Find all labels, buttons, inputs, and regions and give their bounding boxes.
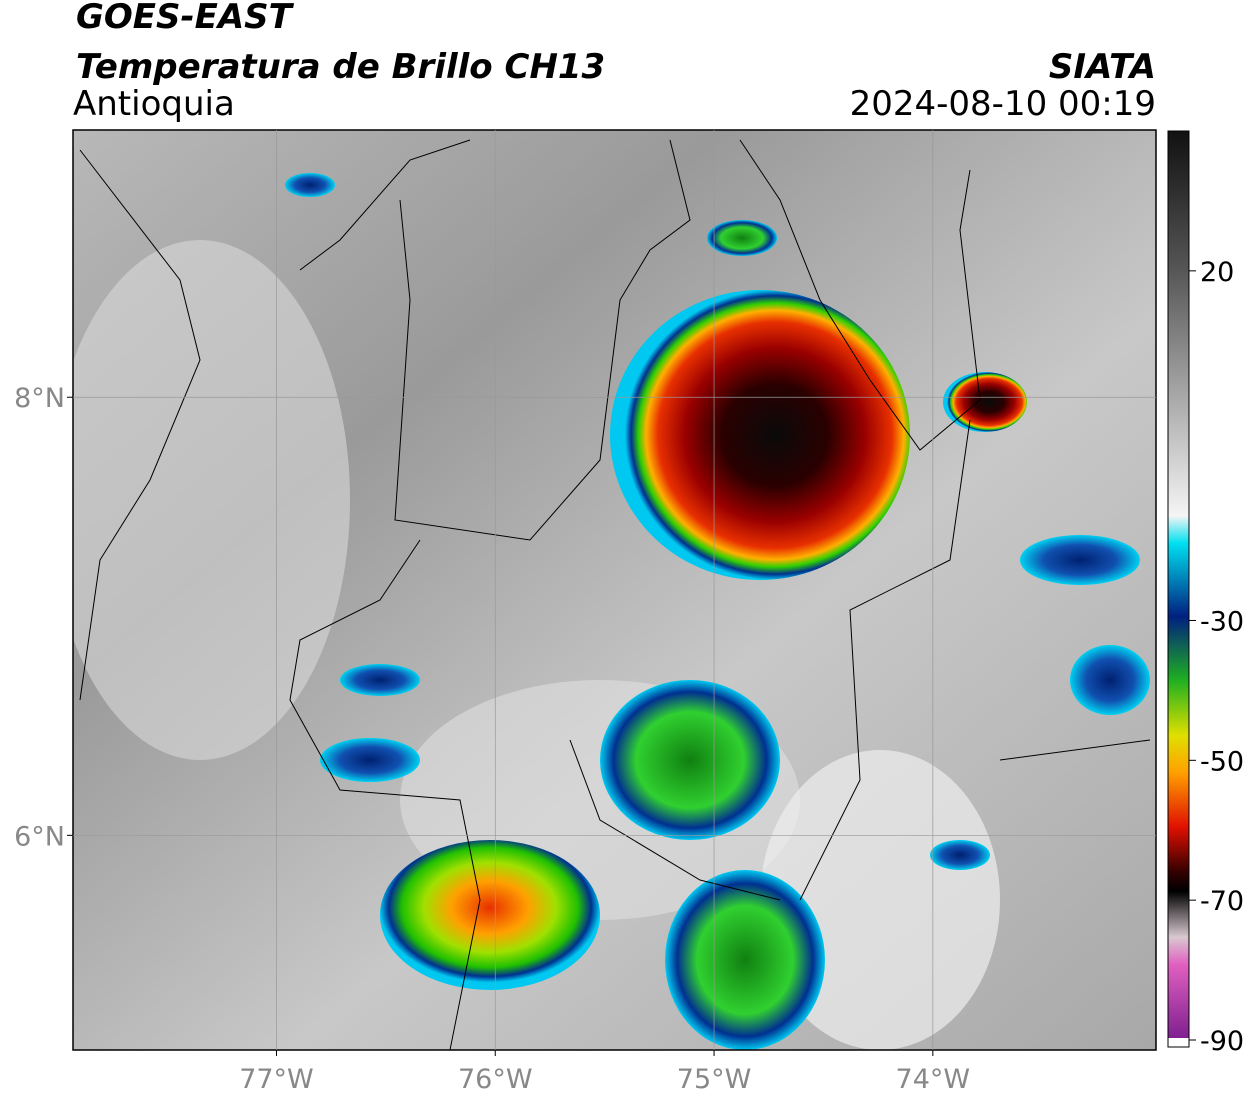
satellite-title: GOES-EAST (76, 0, 295, 37)
colorbar-tick-label: 20 (1200, 257, 1234, 288)
y-tick-label: 6°N (14, 821, 65, 852)
x-tick-label: 76°W (458, 1064, 533, 1095)
source-label: SIATA (1049, 47, 1156, 87)
colorbar-tick-label: -50 (1200, 746, 1244, 777)
product-title: Temperatura de Brillo CH13 (76, 47, 605, 87)
region-label: Antioquia (73, 84, 235, 124)
x-tick-label: 74°W (896, 1064, 971, 1095)
colorbar-tick-label: -70 (1200, 886, 1244, 917)
colorbar-tick-label: -90 (1200, 1026, 1244, 1057)
map-frame (72, 129, 1157, 1051)
colorbar-tick-label: -30 (1200, 606, 1244, 637)
colorbar (1167, 130, 1190, 1048)
datetime-label: 2024-08-10 00:19 (850, 84, 1156, 124)
map-image (73, 130, 1156, 1050)
y-tick-label: 8°N (14, 383, 65, 414)
x-tick-label: 77°W (239, 1064, 314, 1095)
x-tick-label: 75°W (677, 1064, 752, 1095)
